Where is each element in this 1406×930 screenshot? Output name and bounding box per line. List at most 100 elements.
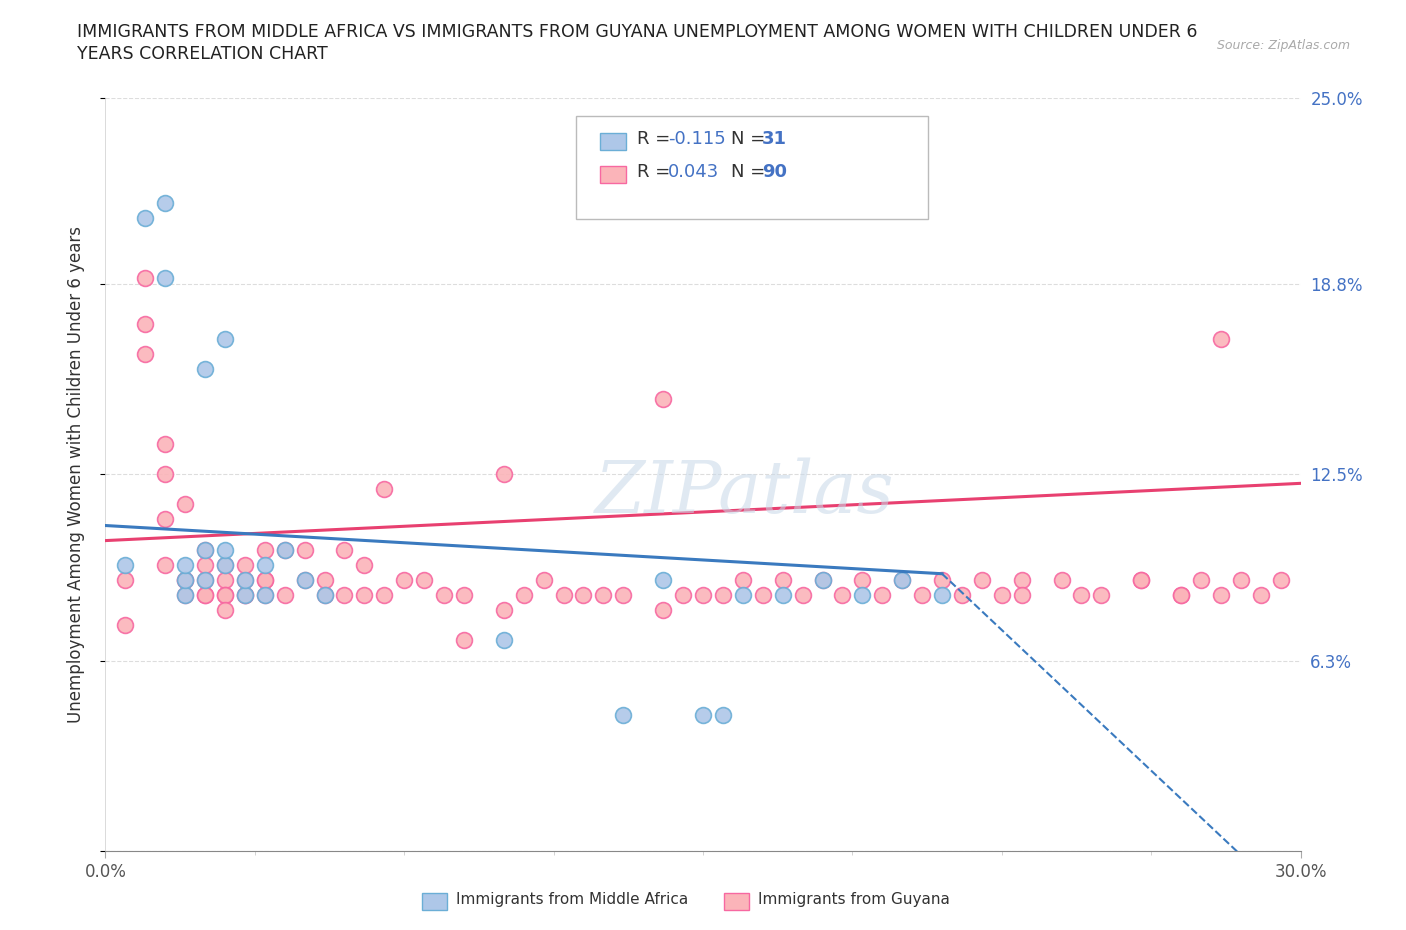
Point: [114, 618, 136, 632]
Text: 31: 31: [762, 129, 787, 148]
Point: [153, 271, 177, 286]
Y-axis label: Unemployment Among Women with Children Under 6 years: Unemployment Among Women with Children U…: [66, 226, 84, 723]
Point: [353, 557, 375, 572]
Point: [153, 195, 177, 210]
Point: [970, 572, 993, 587]
Point: [392, 572, 416, 587]
Point: [174, 497, 197, 512]
Point: [233, 572, 256, 587]
Point: [1050, 572, 1073, 587]
Point: [731, 572, 754, 587]
Text: R =: R =: [637, 129, 676, 148]
Text: -0.115: -0.115: [668, 129, 725, 148]
Point: [612, 588, 634, 603]
Point: [453, 632, 475, 647]
Point: [612, 708, 634, 723]
Text: Immigrants from Guyana: Immigrants from Guyana: [758, 892, 949, 907]
Point: [174, 572, 197, 587]
Text: N =: N =: [731, 163, 770, 181]
Point: [214, 542, 236, 557]
Point: [253, 572, 276, 587]
Point: [1011, 572, 1033, 587]
Point: [294, 542, 316, 557]
Point: [174, 588, 197, 603]
Point: [492, 632, 515, 647]
Point: [214, 588, 236, 603]
Point: [731, 588, 754, 603]
Point: [314, 588, 336, 603]
Point: [513, 588, 536, 603]
Point: [294, 572, 316, 587]
Point: [1170, 588, 1192, 603]
Point: [891, 572, 914, 587]
Point: [114, 557, 136, 572]
Point: [950, 588, 973, 603]
Point: [134, 346, 156, 361]
Point: [711, 708, 734, 723]
Point: [194, 572, 217, 587]
Point: [194, 588, 217, 603]
Point: [891, 572, 914, 587]
Point: [134, 271, 156, 286]
Point: [872, 588, 894, 603]
Point: [134, 316, 156, 331]
Point: [492, 467, 515, 482]
Point: [811, 572, 834, 587]
Point: [114, 572, 136, 587]
Text: Source: ZipAtlas.com: Source: ZipAtlas.com: [1216, 39, 1350, 52]
Text: R =: R =: [637, 163, 676, 181]
Point: [931, 572, 953, 587]
Point: [194, 572, 217, 587]
Point: [233, 588, 256, 603]
Point: [1250, 588, 1272, 603]
Point: [592, 588, 614, 603]
Point: [1011, 588, 1033, 603]
Point: [194, 542, 217, 557]
Point: [194, 362, 217, 377]
Point: [333, 542, 356, 557]
Point: [233, 588, 256, 603]
Point: [353, 588, 375, 603]
Point: [1170, 588, 1192, 603]
Point: [1209, 331, 1232, 346]
Text: YEARS CORRELATION CHART: YEARS CORRELATION CHART: [77, 45, 328, 62]
Point: [1209, 588, 1232, 603]
Point: [772, 588, 794, 603]
Point: [314, 572, 336, 587]
Point: [174, 572, 197, 587]
Point: [1070, 588, 1092, 603]
Point: [792, 588, 814, 603]
Point: [433, 588, 456, 603]
Point: [851, 572, 873, 587]
Point: [174, 572, 197, 587]
Point: [751, 588, 773, 603]
Point: [214, 572, 236, 587]
Text: N =: N =: [731, 129, 770, 148]
Point: [692, 708, 714, 723]
Point: [811, 572, 834, 587]
Point: [373, 482, 395, 497]
Point: [253, 542, 276, 557]
Point: [273, 542, 295, 557]
Point: [990, 588, 1012, 603]
Point: [253, 588, 276, 603]
Point: [831, 588, 853, 603]
Point: [194, 588, 217, 603]
Point: [911, 588, 934, 603]
Point: [214, 557, 236, 572]
Point: [253, 588, 276, 603]
Point: [153, 437, 177, 452]
Point: [1130, 572, 1153, 587]
Point: [1130, 572, 1153, 587]
Point: [851, 588, 873, 603]
Text: 0.043: 0.043: [668, 163, 718, 181]
Point: [772, 572, 794, 587]
Point: [692, 588, 714, 603]
Point: [214, 603, 236, 618]
Point: [652, 392, 675, 406]
Point: [174, 557, 197, 572]
Point: [652, 603, 675, 618]
Point: [134, 211, 156, 226]
Point: [1229, 572, 1251, 587]
Point: [233, 572, 256, 587]
